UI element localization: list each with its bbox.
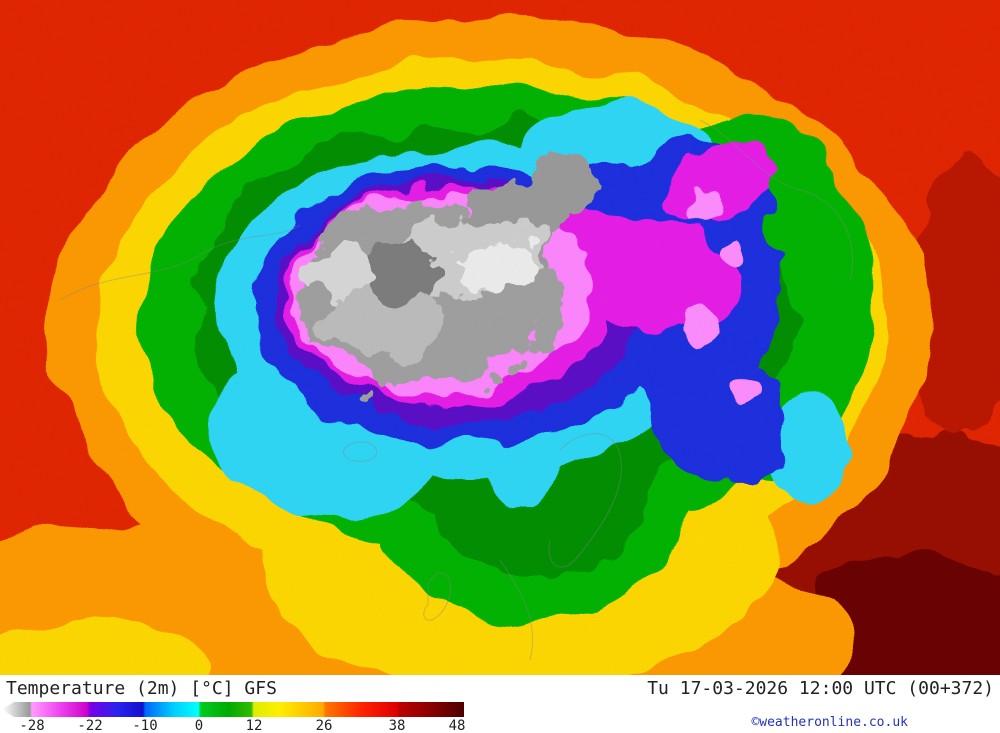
noise-overlay	[0, 0, 1000, 675]
map-canvas	[0, 0, 1000, 675]
scale-tick: -10	[132, 718, 158, 733]
temperature-map	[0, 0, 1000, 675]
scale-tick: 12	[245, 718, 263, 733]
scale-tick: 26	[315, 718, 333, 733]
scale-tick: 38	[388, 718, 406, 733]
temperature-color-scale	[2, 702, 464, 717]
scale-tick: -28	[19, 718, 45, 733]
scale-tick: -22	[77, 718, 103, 733]
legend-bar: Temperature (2m) [°C] GFS Tu 17-03-2026 …	[0, 675, 1000, 733]
scale-tick: 0	[194, 718, 204, 733]
map-timestamp: Tu 17-03-2026 12:00 UTC (00+372)	[647, 678, 994, 699]
map-title: Temperature (2m) [°C] GFS	[6, 678, 277, 699]
scale-tick: 48	[448, 718, 466, 733]
copyright-link[interactable]: ©weatheronline.co.uk	[751, 715, 908, 730]
